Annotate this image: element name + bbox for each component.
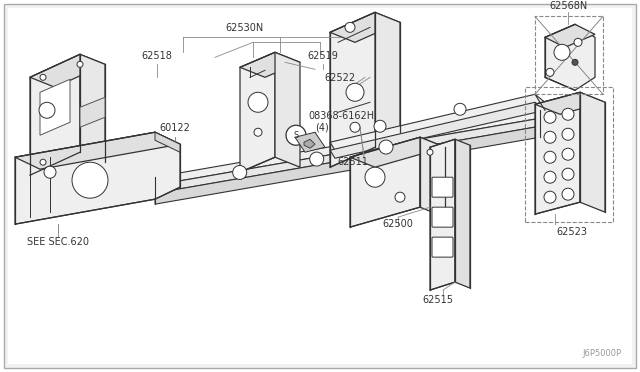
Circle shape bbox=[562, 148, 574, 160]
Polygon shape bbox=[155, 110, 540, 185]
Polygon shape bbox=[240, 52, 300, 77]
Circle shape bbox=[254, 128, 262, 136]
Text: S: S bbox=[293, 131, 299, 140]
Text: 62518: 62518 bbox=[141, 51, 172, 61]
FancyBboxPatch shape bbox=[432, 177, 453, 197]
Circle shape bbox=[562, 108, 574, 120]
Circle shape bbox=[286, 125, 306, 145]
Polygon shape bbox=[15, 132, 180, 224]
Circle shape bbox=[562, 168, 574, 180]
Circle shape bbox=[562, 128, 574, 140]
Polygon shape bbox=[155, 132, 180, 152]
Circle shape bbox=[546, 68, 554, 76]
Circle shape bbox=[427, 149, 433, 155]
Circle shape bbox=[562, 188, 574, 200]
Polygon shape bbox=[535, 92, 605, 114]
Circle shape bbox=[554, 44, 570, 60]
Circle shape bbox=[544, 151, 556, 163]
Text: 62568N: 62568N bbox=[549, 1, 587, 12]
Text: (4): (4) bbox=[315, 122, 329, 132]
Circle shape bbox=[379, 140, 393, 154]
Text: 62522: 62522 bbox=[324, 73, 356, 83]
Polygon shape bbox=[240, 52, 275, 172]
Polygon shape bbox=[330, 12, 395, 167]
Text: 62519: 62519 bbox=[308, 51, 339, 61]
Polygon shape bbox=[545, 24, 595, 90]
Circle shape bbox=[248, 92, 268, 112]
Polygon shape bbox=[350, 137, 445, 167]
Circle shape bbox=[44, 166, 56, 178]
Circle shape bbox=[574, 38, 582, 46]
Polygon shape bbox=[15, 132, 180, 169]
Text: 08368-6162H: 08368-6162H bbox=[308, 111, 374, 121]
Polygon shape bbox=[375, 12, 400, 147]
Circle shape bbox=[544, 111, 556, 123]
Text: J6P5000P: J6P5000P bbox=[583, 349, 622, 358]
Circle shape bbox=[374, 120, 386, 132]
Polygon shape bbox=[155, 118, 540, 193]
Circle shape bbox=[77, 61, 83, 67]
Polygon shape bbox=[155, 126, 540, 204]
Polygon shape bbox=[40, 79, 70, 135]
Polygon shape bbox=[330, 102, 545, 158]
Text: 62523: 62523 bbox=[557, 227, 588, 237]
Circle shape bbox=[310, 152, 324, 166]
Polygon shape bbox=[580, 92, 605, 212]
Circle shape bbox=[544, 171, 556, 183]
Polygon shape bbox=[430, 139, 455, 290]
Polygon shape bbox=[350, 137, 420, 227]
Text: 62515: 62515 bbox=[422, 295, 454, 305]
Circle shape bbox=[395, 192, 405, 202]
FancyBboxPatch shape bbox=[432, 237, 453, 257]
Circle shape bbox=[40, 74, 46, 80]
Circle shape bbox=[233, 166, 246, 179]
Polygon shape bbox=[275, 52, 300, 167]
Circle shape bbox=[39, 102, 55, 118]
Text: 62530N: 62530N bbox=[226, 23, 264, 33]
Circle shape bbox=[454, 103, 466, 115]
Text: 62511: 62511 bbox=[337, 157, 369, 167]
Polygon shape bbox=[455, 139, 470, 288]
Polygon shape bbox=[545, 24, 595, 47]
Text: SEE SEC.620: SEE SEC.620 bbox=[27, 237, 89, 247]
Polygon shape bbox=[30, 54, 80, 175]
Polygon shape bbox=[295, 132, 325, 152]
Polygon shape bbox=[80, 97, 105, 127]
Circle shape bbox=[345, 22, 355, 32]
FancyBboxPatch shape bbox=[4, 4, 636, 368]
Polygon shape bbox=[80, 54, 105, 162]
Circle shape bbox=[40, 159, 46, 165]
Circle shape bbox=[544, 191, 556, 203]
Text: 60122: 60122 bbox=[159, 123, 191, 133]
Text: 62500: 62500 bbox=[383, 219, 413, 229]
Circle shape bbox=[72, 162, 108, 198]
Polygon shape bbox=[30, 54, 105, 87]
Circle shape bbox=[350, 122, 360, 132]
FancyBboxPatch shape bbox=[432, 207, 453, 227]
Circle shape bbox=[572, 59, 578, 65]
Polygon shape bbox=[304, 139, 315, 148]
Polygon shape bbox=[330, 94, 545, 150]
Polygon shape bbox=[420, 137, 445, 217]
Circle shape bbox=[544, 131, 556, 143]
Polygon shape bbox=[330, 12, 400, 42]
FancyBboxPatch shape bbox=[8, 9, 632, 364]
Circle shape bbox=[365, 167, 385, 187]
Polygon shape bbox=[535, 92, 580, 214]
Circle shape bbox=[346, 83, 364, 101]
